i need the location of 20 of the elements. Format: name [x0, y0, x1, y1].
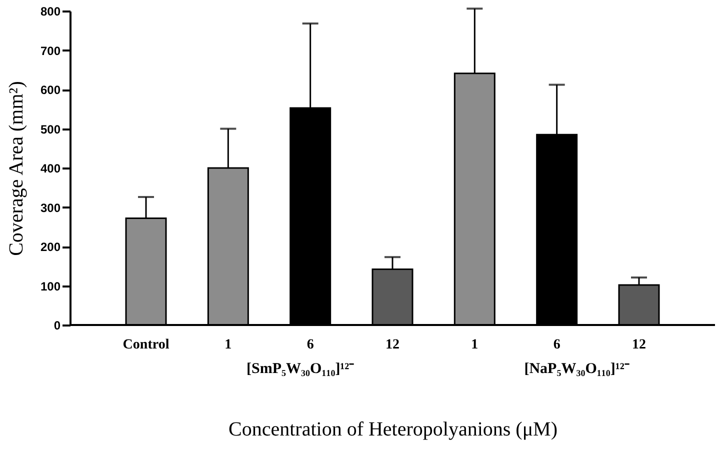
x-tick-label: 1 [471, 338, 478, 352]
y-tick-label: 400 [40, 162, 61, 176]
y-tick-label: 800 [40, 4, 61, 18]
x-tick-label: Control [122, 338, 170, 352]
y-tick-label: 700 [40, 44, 61, 58]
x-tick-label: 1 [224, 338, 232, 352]
y-tick-label: 200 [40, 240, 61, 254]
x-tick-label: 6 [306, 338, 314, 352]
x-tick-label: 6 [553, 338, 560, 352]
y-tick-label: 600 [40, 83, 61, 97]
x-axis-title: Concentration of Heteropolyanions (μM) [228, 418, 558, 440]
y-axis-title: Coverage Area (mm²) [5, 81, 28, 256]
y-tick-label: 100 [40, 279, 61, 294]
x-tick-label: 12 [386, 338, 400, 352]
text: [SmP₅W₃₀O₁₁₀]¹²⁻ [246, 361, 354, 377]
text: [NaP₅W₃₀O₁₁₀]¹²⁻ [524, 361, 630, 377]
y-tick-label: 0 [54, 318, 61, 332]
y-tick-label: 300 [40, 200, 61, 215]
x-tick-label: 12 [632, 338, 646, 352]
y-tick-label: 500 [40, 122, 61, 136]
